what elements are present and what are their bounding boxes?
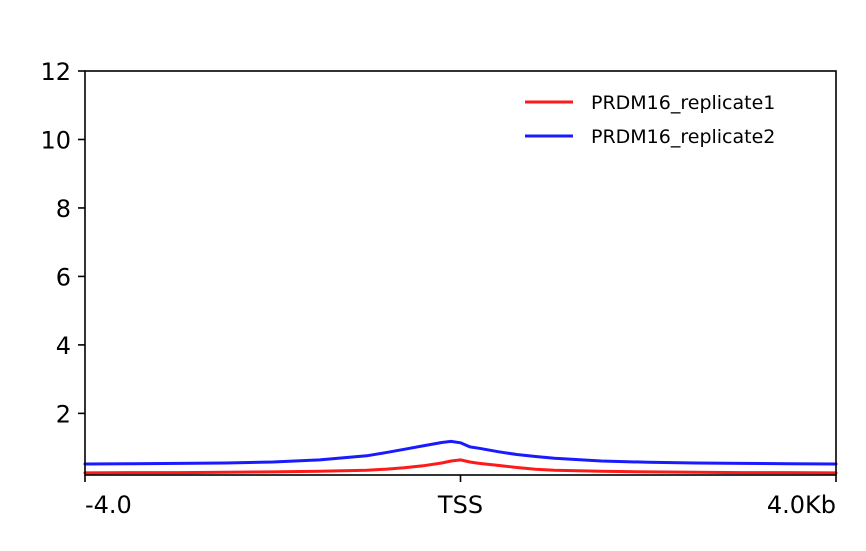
x-tick-label: TSS [437, 491, 483, 519]
y-tick-label: 12 [40, 58, 71, 86]
y-tick-label: 6 [56, 263, 71, 291]
series-layer [83, 439, 838, 475]
legend: PRDM16_replicate1 PRDM16_replicate2 [525, 92, 775, 148]
series-line-2 [83, 439, 838, 466]
y-tick-label: 2 [56, 400, 71, 428]
y-axis-ticks: 2 4 6 8 10 12 [40, 58, 85, 428]
x-axis-ticks: -4.0 TSS 4.0Kb [84, 475, 837, 519]
y-tick-label: 10 [40, 126, 71, 154]
y-tick-label: 8 [56, 195, 71, 223]
x-tick-label: -4.0 [85, 491, 132, 519]
y-tick-label: 4 [56, 332, 71, 360]
legend-label: PRDM16_replicate1 [591, 92, 775, 114]
series-line-1 [83, 458, 838, 475]
x-tick-label: 4.0Kb [767, 491, 836, 519]
legend-label: PRDM16_replicate2 [591, 126, 775, 148]
